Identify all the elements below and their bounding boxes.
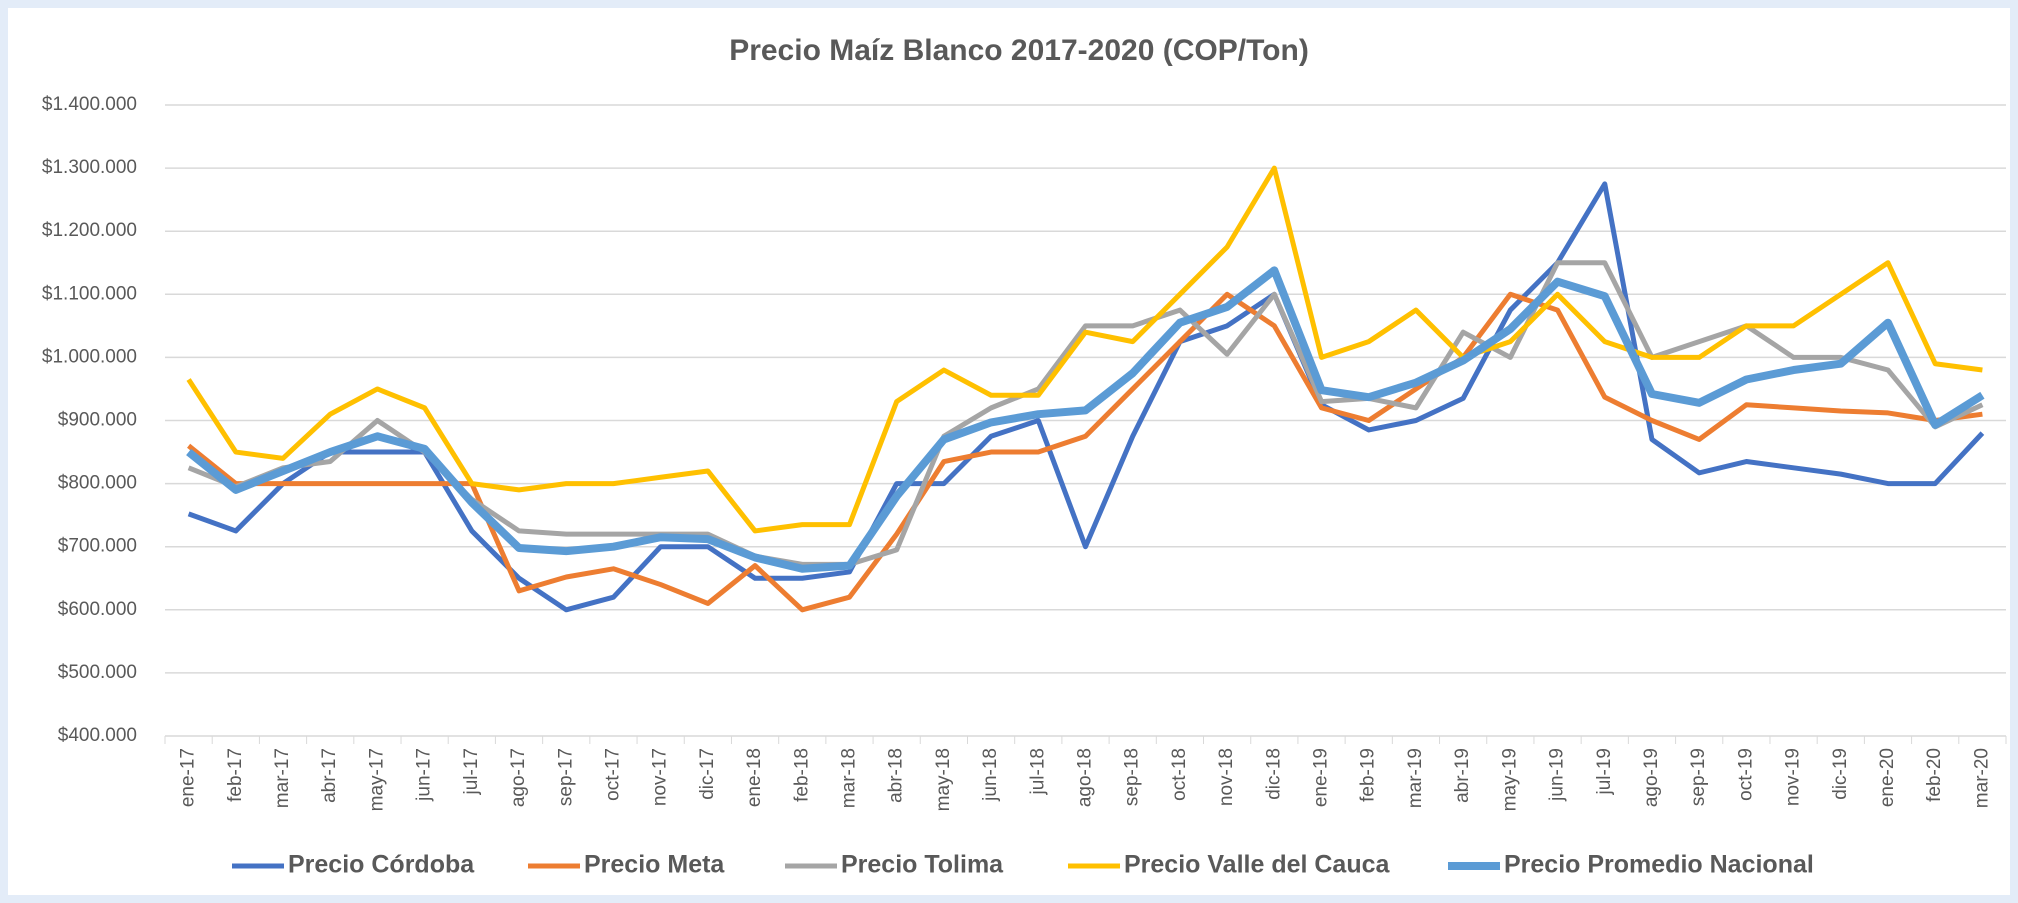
- x-tick-label: nov-18: [1216, 748, 1237, 806]
- y-tick-label: $600.000: [58, 599, 137, 620]
- series-line: [186, 266, 1985, 573]
- x-tick-label: sep-19: [1688, 748, 1709, 806]
- x-tick-label: abr-19: [1452, 748, 1473, 803]
- x-tick-label: dic-18: [1263, 748, 1284, 800]
- x-tick-label: jul-18: [1027, 748, 1048, 795]
- y-tick-label: $1.000.000: [42, 346, 137, 367]
- y-tick-label: $1.300.000: [42, 157, 137, 178]
- x-tick-label: abr-17: [319, 748, 340, 803]
- legend-label: Precio Meta: [584, 851, 725, 879]
- x-tick-label: ago-18: [1075, 748, 1096, 807]
- legend-label: Precio Valle del Cauca: [1124, 851, 1391, 879]
- x-tick-label: ene-18: [744, 748, 765, 807]
- legend-label: Precio Córdoba: [288, 851, 475, 879]
- y-tick-label: $900.000: [58, 410, 137, 431]
- x-tick-label: mar-20: [1971, 748, 1992, 808]
- x-tick-label: feb-17: [225, 748, 246, 802]
- legend-label: Precio Tolima: [841, 851, 1004, 879]
- x-tick-label: dic-19: [1830, 748, 1851, 800]
- x-tick-label: oct-19: [1735, 748, 1756, 801]
- x-tick-label: may-17: [366, 748, 387, 811]
- x-tick-label: sep-17: [555, 748, 576, 806]
- x-tick-label: nov-19: [1783, 748, 1804, 806]
- x-tick-label: mar-18: [838, 748, 859, 808]
- x-tick-label: oct-17: [602, 748, 623, 801]
- x-tick-label: ago-17: [508, 748, 529, 807]
- x-tick-label: sep-18: [1122, 748, 1143, 806]
- x-tick-label: ago-19: [1641, 748, 1662, 807]
- x-tick-label: nov-17: [650, 748, 671, 806]
- legend-label: Precio Promedio Nacional: [1504, 851, 1814, 879]
- x-tick-label: may-18: [933, 748, 954, 811]
- y-tick-label: $700.000: [58, 536, 137, 557]
- y-tick-label: $1.400.000: [42, 94, 137, 115]
- x-tick-label: feb-20: [1924, 748, 1945, 802]
- y-tick-label: $1.200.000: [42, 220, 137, 241]
- x-tick-label: jun-19: [1547, 748, 1568, 802]
- series-line: [187, 181, 1985, 613]
- x-tick-label: dic-17: [697, 748, 718, 800]
- x-tick-label: abr-18: [886, 748, 907, 803]
- x-tick-label: jun-18: [980, 748, 1001, 802]
- x-tick-label: ene-17: [178, 748, 199, 807]
- y-tick-label: $500.000: [58, 662, 137, 683]
- x-tick-label: ene-20: [1877, 748, 1898, 807]
- x-tick-label: mar-17: [272, 748, 293, 808]
- y-tick-label: $400.000: [58, 725, 137, 746]
- x-tick-label: ene-19: [1311, 748, 1332, 807]
- x-tick-label: feb-18: [791, 748, 812, 802]
- x-tick-label: jun-17: [414, 748, 435, 802]
- x-tick-label: may-19: [1499, 748, 1520, 811]
- series-line: [186, 165, 1983, 534]
- x-tick-label: jul-17: [461, 748, 482, 795]
- x-tick-label: feb-19: [1358, 748, 1379, 802]
- series-line: [187, 260, 1984, 567]
- y-tick-label: $800.000: [58, 473, 137, 494]
- y-tick-label: $1.100.000: [42, 283, 137, 304]
- x-tick-label: oct-18: [1169, 748, 1190, 801]
- x-tick-label: mar-19: [1405, 748, 1426, 808]
- chart-title: Precio Maíz Blanco 2017-2020 (COP/Ton): [729, 34, 1309, 67]
- x-tick-label: jul-19: [1594, 748, 1615, 795]
